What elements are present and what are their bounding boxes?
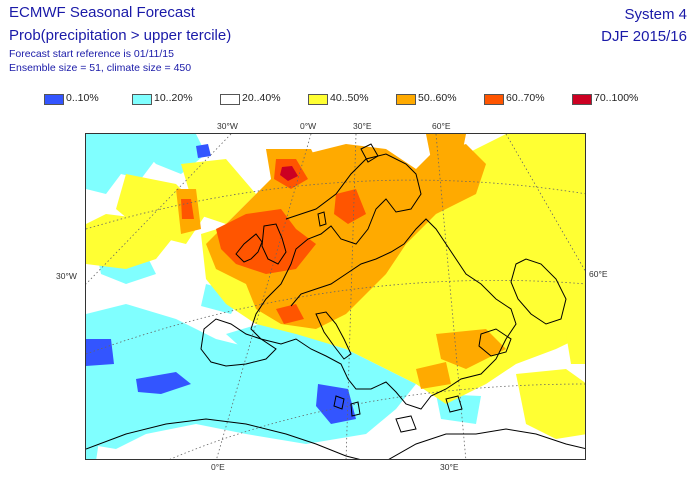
legend-swatch (132, 94, 152, 105)
ensemble-info: Ensemble size = 51, climate size = 450 (9, 62, 192, 74)
legend-swatch (308, 94, 328, 105)
forecast-subtitle: Prob(precipitation > upper tercile) (9, 27, 232, 44)
legend-label: 50..60% (418, 92, 457, 104)
legend-label: 20..40% (242, 92, 281, 104)
label-top-30w: 30°W (217, 121, 238, 131)
legend-label: 0..10% (66, 92, 99, 104)
label-right-60e: 60°E (589, 269, 608, 279)
legend-label: 10..20% (154, 92, 193, 104)
graticule (86, 134, 585, 459)
system-label: System 4 (624, 6, 687, 23)
map-canvas (86, 134, 585, 459)
legend-label: 40..50% (330, 92, 369, 104)
legend-swatch (220, 94, 240, 105)
legend-swatch (44, 94, 64, 105)
legend-label: 60..70% (506, 92, 545, 104)
forecast-title: ECMWF Seasonal Forecast (9, 4, 195, 21)
label-bottom-0e: 0°E (211, 462, 225, 472)
coastlines (86, 143, 585, 459)
legend-label: 70..100% (594, 92, 639, 104)
blue-areas (86, 144, 356, 424)
probability-map (85, 133, 586, 460)
label-top-0w: 0°W (300, 121, 317, 131)
legend-swatch (572, 94, 592, 105)
season-label: DJF 2015/16 (601, 28, 687, 45)
label-top-60e: 60°E (432, 121, 451, 131)
label-bottom-30e: 30°E (440, 462, 459, 472)
legend-swatch (396, 94, 416, 105)
label-left-30w: 30°W (56, 271, 77, 281)
start-reference: Forecast start reference is 01/11/15 (9, 48, 174, 60)
label-top-30e: 30°E (353, 121, 372, 131)
red-areas (280, 166, 298, 181)
legend-swatch (484, 94, 504, 105)
